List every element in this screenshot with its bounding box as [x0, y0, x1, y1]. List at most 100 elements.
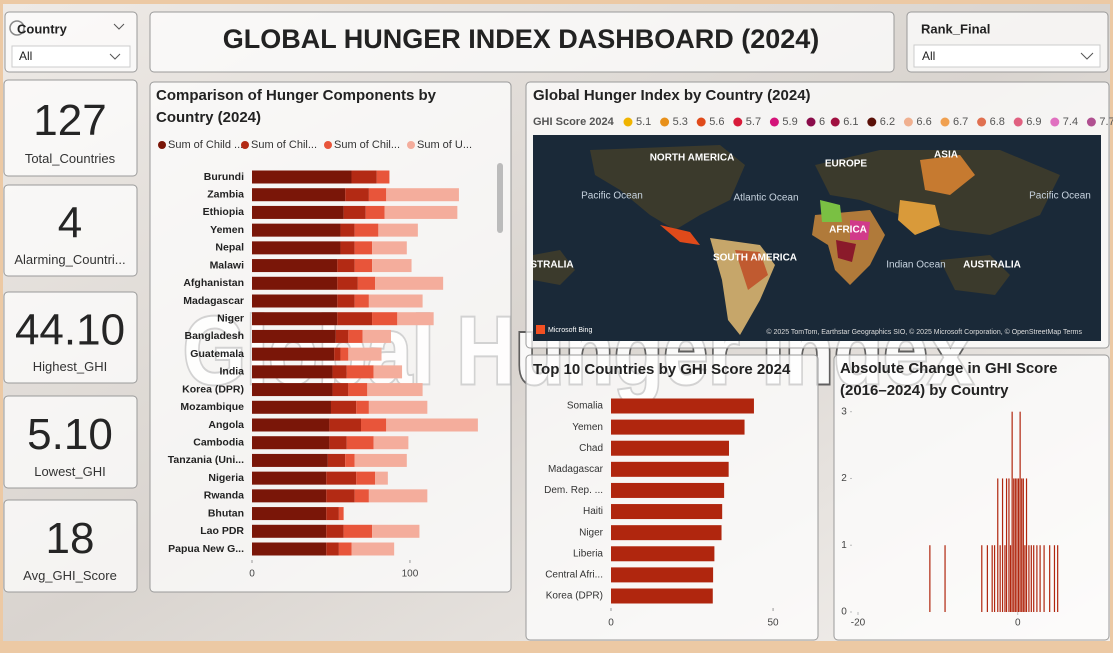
x-tick-label: 50 — [768, 618, 780, 629]
card-label: Avg_GHI_Score — [23, 568, 117, 583]
bar-segment — [252, 259, 338, 273]
bar-segment — [337, 294, 355, 308]
y-tick-label: Dem. Rep. ... — [544, 485, 603, 496]
map-label: NORTH AMERICA — [650, 153, 735, 164]
bar-segment — [368, 188, 387, 202]
bar-segment — [252, 489, 327, 503]
bar-segment — [345, 188, 369, 202]
bar-segment — [345, 453, 355, 467]
card — [3, 184, 138, 277]
icon — [9, 20, 25, 36]
bar — [986, 545, 988, 612]
bar — [611, 546, 715, 562]
dropdown[interactable] — [11, 45, 131, 68]
y-tick-label: Madagascar — [183, 295, 244, 307]
continents — [533, 145, 1060, 335]
y-tick-label: Bhutan — [208, 507, 244, 519]
legend-label: 6.9 — [1026, 116, 1041, 128]
bar-segment — [373, 436, 409, 450]
bar-segment — [348, 329, 363, 343]
bar-segment — [351, 542, 395, 556]
map-label: Pacific Ocean — [581, 191, 643, 202]
bar — [999, 545, 1001, 612]
y-tick-label: Angola — [208, 419, 244, 431]
y-tick-label: Bangladesh — [184, 330, 244, 342]
dashboard-title: GLOBAL HUNGER INDEX DASHBOARD (2024) — [223, 24, 820, 54]
bar-segment — [368, 489, 428, 503]
bar-segment — [252, 312, 338, 326]
land — [836, 240, 856, 262]
bar — [1008, 478, 1010, 612]
bar-segment — [326, 471, 357, 485]
chevron[interactable] — [1080, 52, 1094, 60]
bar — [1036, 545, 1038, 612]
bar-segment — [252, 524, 327, 538]
bar-segment — [375, 471, 388, 485]
bar-segment — [343, 205, 366, 219]
bar — [1001, 478, 1004, 612]
bar-segment — [337, 312, 373, 326]
bar-segment — [252, 188, 346, 202]
x-tick-label: -20 — [851, 618, 866, 629]
bar-segment — [397, 312, 434, 326]
legend-label: 5.7 — [746, 116, 761, 128]
y-tick-label: Nepal — [215, 242, 244, 254]
map-label: EUROPE — [825, 159, 868, 170]
scrollbar[interactable] — [497, 163, 503, 233]
bar-segment — [367, 383, 423, 397]
legend-marker — [806, 117, 816, 127]
y-tick-label: Yemen — [210, 224, 244, 236]
map-attribution: © 2025 TomTom, Earthstar Geographics SIO… — [766, 328, 1082, 336]
y-tick-label: Niger — [217, 312, 244, 324]
bar — [611, 398, 754, 414]
y-tick-label: Somalia — [567, 401, 604, 412]
land — [735, 250, 768, 290]
chevron[interactable] — [113, 23, 125, 30]
legend-marker — [696, 117, 706, 127]
x-tick-label: 0 — [249, 569, 255, 580]
bar — [991, 545, 993, 612]
legend-marker — [940, 117, 950, 127]
legend-label: 6.6 — [916, 116, 931, 128]
slicer-label: Country — [17, 21, 68, 36]
x-tick-label: 0 — [1015, 618, 1021, 629]
chart-title: Global Hunger Index by Country (2024) — [533, 87, 811, 104]
legend-label: Sum of U... — [417, 139, 472, 151]
x-tick-label: 0 — [608, 618, 614, 629]
bar — [611, 567, 714, 583]
bar-segment — [372, 259, 412, 273]
bar-segment — [252, 294, 338, 308]
bar-segment — [354, 223, 379, 237]
bar-segment — [338, 542, 352, 556]
chart-title: Absolute Change in GHI Score (2016–2024)… — [840, 360, 1058, 399]
map-label: Atlantic Ocean — [733, 193, 798, 204]
map-label: SOUTH AMERICA — [713, 253, 797, 264]
chart-title-box: Comparison of Hunger Components by Count… — [156, 87, 436, 126]
bar-segment — [343, 524, 373, 538]
y-tick-label: Cambodia — [193, 436, 244, 448]
bar — [1057, 545, 1059, 612]
bar — [1022, 478, 1024, 612]
card — [3, 79, 138, 177]
y-tick-label: Tanzania (Uni... — [168, 454, 244, 466]
bar — [1049, 545, 1051, 612]
legend-label: 7.7 — [1099, 116, 1113, 128]
bar-segment — [372, 312, 398, 326]
bar — [1005, 478, 1008, 612]
bar — [1011, 411, 1013, 612]
legend-label: 5.3 — [673, 116, 688, 128]
card-value: 5.10 — [27, 410, 113, 459]
bar — [1028, 545, 1030, 612]
bar-segment — [372, 524, 420, 538]
map-provider: Microsoft Bing — [548, 327, 592, 334]
bar-segment — [340, 347, 349, 361]
chevron[interactable] — [109, 53, 121, 60]
dropdown[interactable] — [913, 44, 1101, 68]
y-tick-label: Korea (DPR) — [546, 591, 603, 602]
bar-segment — [334, 347, 341, 361]
bar-segment — [340, 241, 355, 255]
legend-label: 6.2 — [880, 116, 895, 128]
y-tick-label: Lao PDR — [200, 525, 244, 537]
legend-marker — [660, 117, 670, 127]
